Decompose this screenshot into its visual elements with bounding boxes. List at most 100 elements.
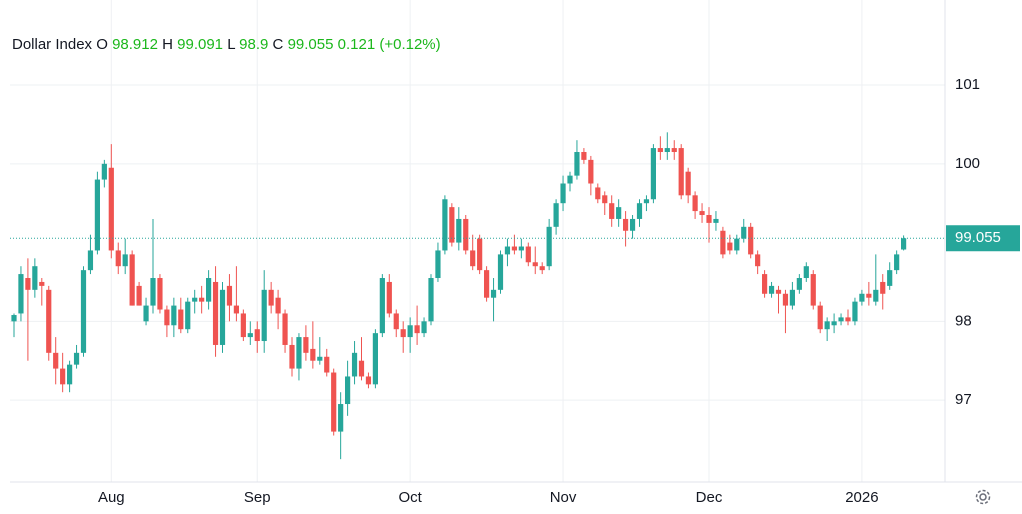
candle-body xyxy=(338,404,344,432)
candle-body xyxy=(122,254,128,267)
candle-body xyxy=(192,297,198,302)
candle-body xyxy=(539,266,545,271)
last-price-label: 99.055 xyxy=(955,229,1001,246)
candle-body xyxy=(609,203,615,219)
candle-body xyxy=(53,352,59,369)
candle-body xyxy=(748,226,754,255)
candle-body xyxy=(845,317,851,322)
candle-body xyxy=(60,368,66,385)
candle-body xyxy=(762,274,768,294)
candle-body xyxy=(115,250,121,267)
candle-body xyxy=(87,250,94,271)
candle-body xyxy=(247,333,253,338)
candle-body xyxy=(449,207,455,243)
candle-body xyxy=(581,152,587,160)
candle-body xyxy=(636,203,643,219)
x-tick-label: Nov xyxy=(550,489,577,506)
candle-body xyxy=(212,281,219,345)
candle-body xyxy=(108,167,114,251)
candle-body xyxy=(386,281,392,314)
low-label: L xyxy=(227,36,235,53)
candle-body xyxy=(164,309,170,326)
candle-body xyxy=(796,278,802,290)
candle-body xyxy=(803,266,809,279)
candle-body xyxy=(240,313,246,338)
candle-body xyxy=(178,309,184,330)
candle-body xyxy=(73,352,80,365)
x-tick-label: Oct xyxy=(398,489,422,506)
candle-body xyxy=(741,226,747,239)
candle-body xyxy=(866,293,872,298)
candle-body xyxy=(595,187,601,200)
close-label: C xyxy=(273,36,284,53)
x-tick-label: Aug xyxy=(98,489,125,506)
candle-body xyxy=(365,376,372,385)
candle-body xyxy=(616,207,622,219)
candle-body xyxy=(331,372,337,432)
y-tick-label: 98 xyxy=(955,312,972,329)
candle-body xyxy=(852,301,858,322)
close-value: 99.055 xyxy=(288,36,334,53)
candle-body xyxy=(18,274,24,314)
candle-body xyxy=(254,329,260,342)
candle-body xyxy=(553,203,559,227)
candle-body xyxy=(768,285,775,294)
candle-body xyxy=(497,254,504,290)
candle-body xyxy=(463,218,469,251)
candle-body xyxy=(345,376,351,405)
candle-body xyxy=(546,226,552,267)
candle-body xyxy=(901,238,907,250)
candle-body xyxy=(602,195,608,204)
candle-body xyxy=(324,356,330,373)
high-value: 99.091 xyxy=(177,36,223,53)
candle-body xyxy=(755,254,761,267)
candle-body xyxy=(720,230,726,255)
candle-body xyxy=(171,305,177,326)
x-tick-label: Dec xyxy=(696,489,723,506)
candle-body xyxy=(32,266,38,290)
candle-body xyxy=(588,159,594,184)
candle-body xyxy=(477,238,483,271)
candle-body xyxy=(219,289,226,345)
candle-body xyxy=(226,285,233,306)
ohlc-header: Dollar Index O 98.912 H 99.091 L 98.9 C … xyxy=(12,36,441,53)
candle-body xyxy=(518,246,524,251)
candle-body xyxy=(317,356,323,361)
candle-body xyxy=(310,348,316,361)
candle-body xyxy=(887,270,893,286)
y-tick-label: 97 xyxy=(955,391,972,408)
candle-body xyxy=(713,218,719,223)
candle-body xyxy=(351,352,358,377)
low-value: 98.9 xyxy=(239,36,268,53)
candle-body xyxy=(664,148,670,153)
y-tick-label: 100 xyxy=(955,155,980,172)
candle-body xyxy=(831,321,837,326)
candle-body xyxy=(282,313,288,345)
candle-body xyxy=(880,281,886,294)
candle-body xyxy=(414,325,420,334)
settings-icon[interactable] xyxy=(975,489,991,505)
candle-body xyxy=(303,337,309,353)
candle-body xyxy=(532,262,538,267)
candle-body xyxy=(456,218,462,243)
candle-body xyxy=(470,250,476,267)
candle-body xyxy=(289,344,295,369)
candle-body xyxy=(296,337,302,369)
candle-body xyxy=(261,289,267,342)
candle-body xyxy=(817,305,823,330)
candle-body xyxy=(574,152,580,176)
candle-body xyxy=(400,329,406,338)
open-label: O xyxy=(96,36,108,53)
candle-body xyxy=(490,289,497,298)
candle-body xyxy=(789,289,795,306)
symbol: Dollar Index xyxy=(12,36,93,53)
candle-body xyxy=(379,278,385,334)
candle-body xyxy=(143,305,149,322)
candle-body xyxy=(268,289,274,306)
candle-body xyxy=(623,218,629,231)
candle-body xyxy=(894,254,900,271)
x-tick-label: Sep xyxy=(244,489,271,506)
candle-body xyxy=(233,305,239,314)
candle-body xyxy=(525,246,531,263)
